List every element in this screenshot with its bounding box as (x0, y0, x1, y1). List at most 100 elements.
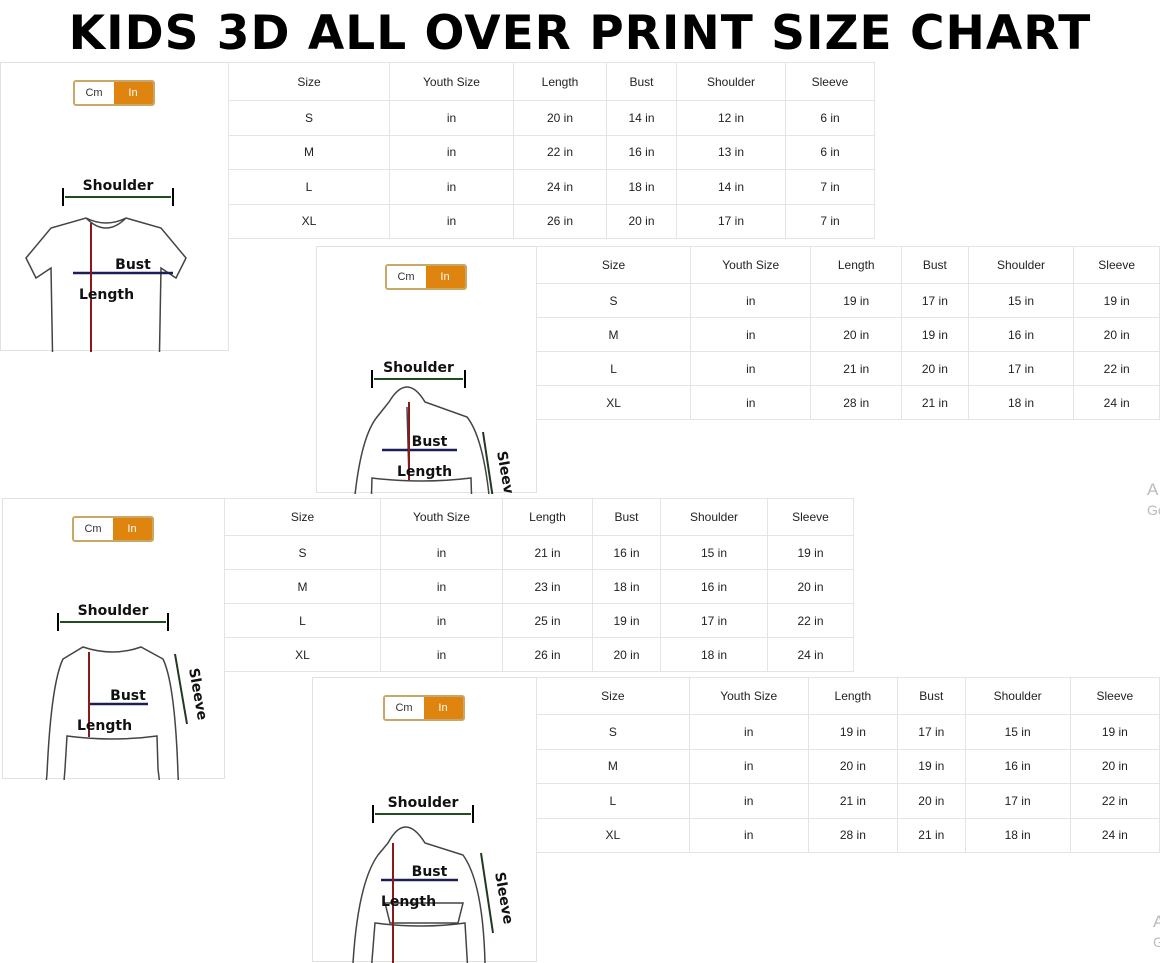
table-cell: in (688, 817, 809, 853)
table-cell: 18 in (967, 385, 1075, 420)
length-label: Length (397, 464, 452, 480)
shoulder-label: Shoulder (388, 795, 459, 811)
table-cell: 19 in (807, 714, 899, 750)
bust-label: Bust (412, 434, 448, 450)
zip-hoodie-measurement-diagram: Cm In Shoulder Bust Length Sleeve (316, 246, 537, 494)
table-cell: 6 in (785, 134, 875, 170)
unit-in-button[interactable]: In (423, 697, 463, 719)
table-cell: 19 in (1073, 283, 1160, 318)
bust-label: Bust (110, 688, 146, 704)
table-cell: M (224, 569, 381, 604)
table-cell: in (690, 385, 812, 420)
unit-in-button[interactable]: In (112, 518, 152, 540)
column-header: Shoulder (964, 677, 1071, 715)
unit-in-button[interactable]: In (425, 266, 465, 288)
column-header: Shoulder (676, 62, 786, 101)
column-header: Size (536, 677, 690, 715)
watermark-text: AGo (1147, 480, 1160, 518)
table-cell: S (535, 283, 692, 318)
table-cell: in (380, 603, 503, 638)
column-header: Bust (897, 677, 966, 715)
table-cell: 22 in (1073, 351, 1160, 386)
column-header: Bust (606, 62, 677, 101)
table-cell: S (536, 714, 690, 750)
table-cell: in (690, 317, 812, 352)
unit-toggle[interactable]: Cm In (384, 264, 467, 290)
table-cell: 17 in (897, 714, 966, 750)
table-cell: 24 in (1069, 817, 1160, 853)
table-cell: M (535, 317, 692, 352)
table-cell: 12 in (676, 100, 786, 136)
table-cell: 15 in (967, 283, 1075, 318)
table-cell: 15 in (964, 714, 1071, 750)
long-sleeve-icon: Shoulder Bust Length Sleeve (45, 603, 210, 780)
table-cell: 17 in (964, 783, 1071, 819)
length-label: Length (79, 287, 134, 303)
table-cell: 21 in (810, 351, 903, 386)
table-cell: 20 in (901, 351, 969, 386)
table-cell: in (688, 783, 809, 819)
table-cell: XL (224, 637, 381, 672)
table-cell: 17 in (660, 603, 768, 638)
pullover-hoodie-icon: Shoulder Bust Length Sleeve (352, 795, 516, 963)
table-header-row: Size Youth Size Length Bust Shoulder Sleeve (224, 498, 854, 536)
page-title: KIDS 3D ALL OVER PRINT SIZE CHART (68, 6, 1092, 61)
table-cell: 18 in (964, 817, 1071, 853)
table-row: XL in 28 in 21 in 18 in 24 in (535, 385, 1160, 420)
t-shirt-measurement-diagram: Cm In Shoulder Bust Length (0, 62, 229, 352)
table-cell: 20 in (513, 100, 607, 136)
table-cell: XL (536, 817, 690, 853)
unit-toggle[interactable]: Cm In (382, 695, 465, 721)
column-header: Size (224, 498, 381, 536)
table-cell: M (228, 134, 390, 170)
table-cell: 20 in (810, 317, 903, 352)
column-header: Bust (592, 498, 661, 536)
sleeve-label: Sleeve (491, 871, 516, 925)
table-cell: L (228, 169, 390, 205)
table-header-row: Size Youth Size Length Bust Shoulder Sleeve (536, 677, 1160, 715)
unit-toggle[interactable]: Cm In (72, 80, 155, 106)
unit-cm-button[interactable]: Cm (384, 697, 424, 719)
table-cell: in (380, 637, 503, 672)
table-cell: 24 in (767, 637, 854, 672)
table-cell: 26 in (513, 203, 607, 239)
table-cell: 16 in (964, 748, 1071, 784)
table-cell: 19 in (767, 535, 854, 570)
table-cell: 6 in (785, 100, 875, 136)
table-cell: 24 in (513, 169, 607, 205)
unit-toggle[interactable]: Cm In (71, 516, 154, 542)
column-header: Bust (901, 246, 969, 284)
table-cell: L (535, 351, 692, 386)
table-row: XL in 26 in 20 in 17 in 7 in (228, 203, 875, 239)
table-cell: 25 in (502, 603, 593, 638)
table-cell: 19 in (592, 603, 661, 638)
table-header-row: Size Youth Size Length Bust Shoulder Sleeve (228, 62, 875, 101)
table-cell: in (389, 169, 514, 205)
table-cell: 24 in (1073, 385, 1160, 420)
bust-label: Bust (412, 864, 448, 880)
table-cell: 14 in (676, 169, 786, 205)
unit-cm-button[interactable]: Cm (73, 518, 113, 540)
shoulder-label: Shoulder (78, 603, 149, 619)
unit-cm-button[interactable]: Cm (74, 82, 114, 104)
column-header: Sleeve (767, 498, 854, 536)
table-cell: in (688, 714, 809, 750)
unit-cm-button[interactable]: Cm (386, 266, 426, 288)
table-row: XL in 26 in 20 in 18 in 24 in (224, 637, 854, 672)
column-header: Sleeve (1069, 677, 1160, 715)
unit-in-button[interactable]: In (113, 82, 153, 104)
column-header: Length (502, 498, 593, 536)
